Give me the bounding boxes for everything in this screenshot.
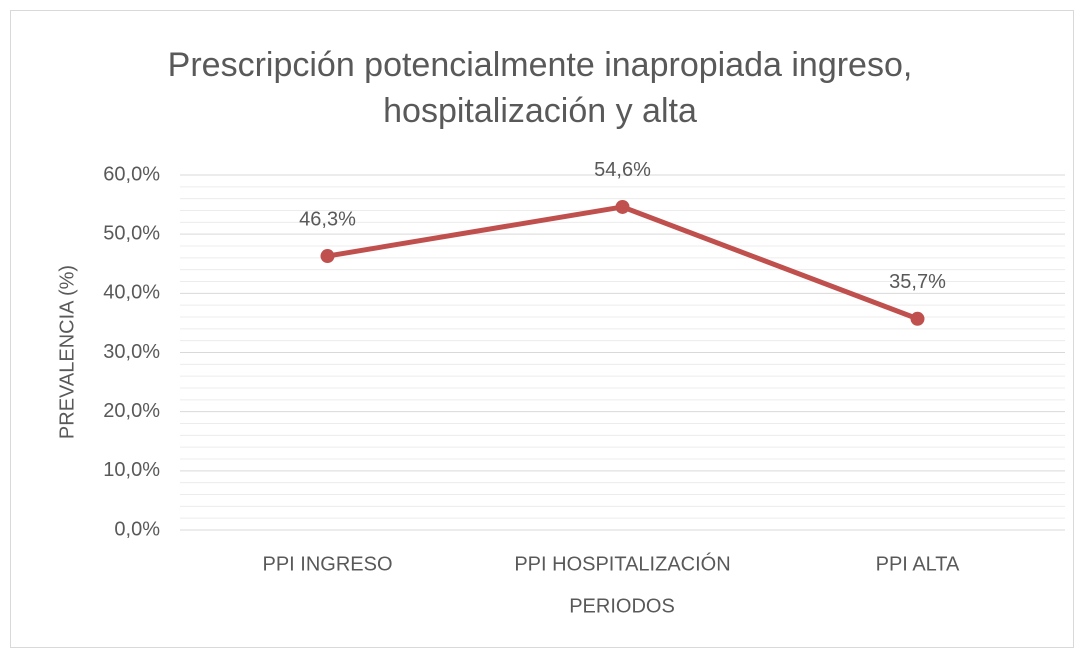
- y-axis-label: PREVALENCIA (%): [56, 265, 78, 439]
- marker: [910, 311, 925, 326]
- marker: [320, 249, 335, 264]
- x-tick-label: PPI HOSPITALIZACIÓN: [514, 552, 730, 575]
- data-label: 46,3%: [299, 208, 356, 230]
- chart-frame: [10, 10, 1074, 648]
- x-tick-label: PPI ALTA: [876, 553, 960, 575]
- y-tick-label: 40,0%: [103, 282, 160, 304]
- x-tick-label: PPI INGRESO: [262, 553, 392, 575]
- x-axis-label: PERIODOS: [569, 595, 675, 617]
- marker: [615, 199, 630, 214]
- chart-title: Prescripción potencialmente inapropiada …: [167, 46, 913, 130]
- y-tick-label: 0,0%: [114, 518, 160, 540]
- y-tick-label: 60,0%: [103, 163, 160, 185]
- y-tick-label: 50,0%: [103, 222, 160, 244]
- y-tick-label: 30,0%: [103, 341, 160, 363]
- data-label: 35,7%: [889, 271, 946, 293]
- y-tick-label: 10,0%: [103, 459, 160, 481]
- data-label: 54,6%: [594, 159, 651, 181]
- y-tick-label: 20,0%: [103, 400, 160, 422]
- line: [327, 204, 919, 322]
